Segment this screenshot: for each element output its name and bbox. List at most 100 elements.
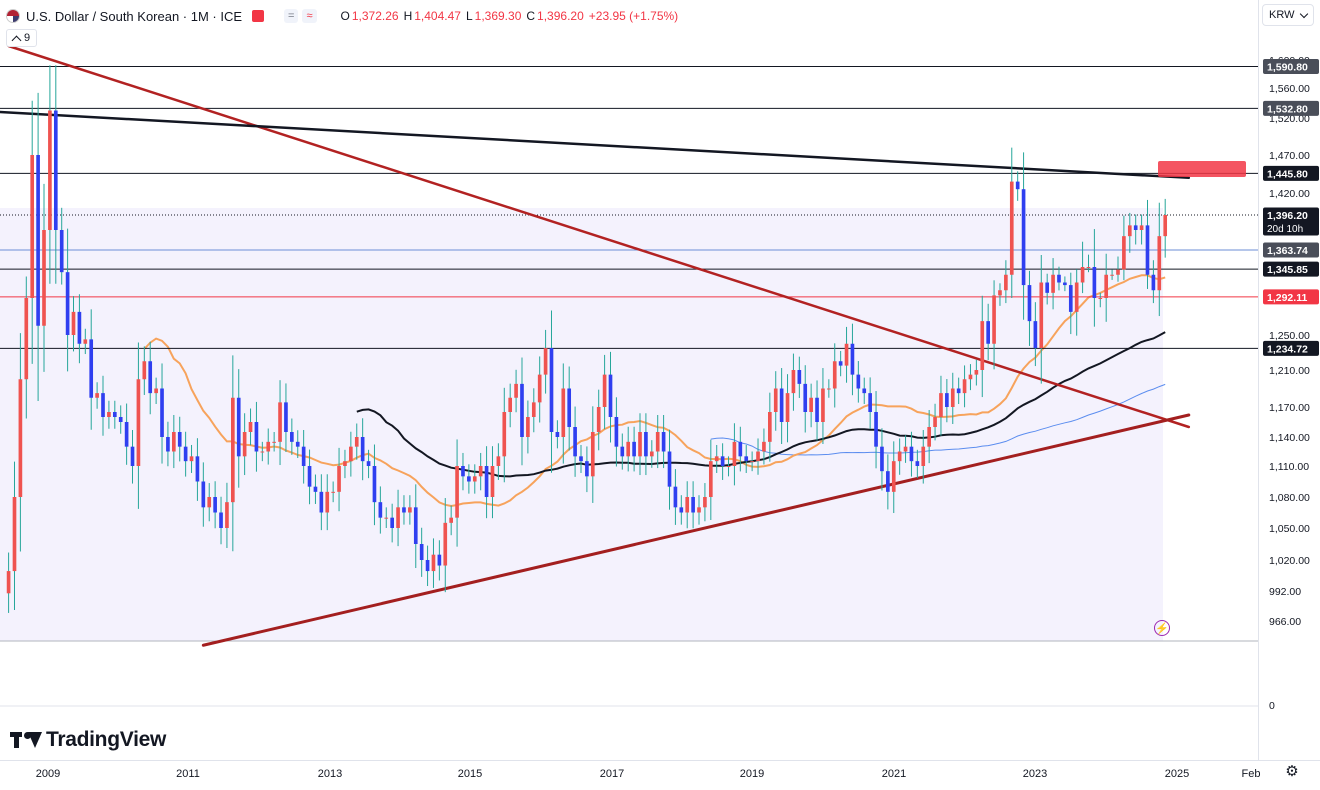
candle-body [549,348,554,432]
candle-body [53,110,58,230]
currency-selector[interactable]: KRW [1262,4,1314,26]
ohlc-readout: O 1,372.26 H 1,404.47 L 1,369.30 C 1,396.20 … [340,9,679,23]
lightning-icon[interactable]: ⚡ [1154,620,1170,636]
level-tag [1263,207,1319,236]
candle-body [236,397,241,457]
candle-body [1139,225,1144,230]
level-tag-label: 1,445.80 [1267,168,1308,180]
y-tick-label: 1,080.00 [1269,492,1310,504]
candle-body [714,456,719,462]
candle-body [242,432,247,457]
candle-body [272,441,276,443]
candle-body [667,451,672,487]
y-tick-label: 0 [1269,700,1275,712]
trendline-ascending-support [201,413,1191,647]
flag-marker-icon[interactable] [252,10,265,22]
candle-body [136,379,141,466]
candle-body [1021,189,1026,286]
candle-body [1151,274,1156,291]
candle-body [945,393,949,407]
candle-body [343,461,347,466]
candle-body [915,461,920,466]
candle-body [378,502,383,518]
candle-body [767,412,772,442]
y-tick-label: 1,050.00 [1269,523,1310,535]
candle-body [142,361,147,380]
price-chart[interactable] [0,0,1258,760]
candle-body [726,466,731,467]
ma-orange-line [143,274,1166,508]
candle-body [886,471,890,492]
candle-body [880,446,884,472]
candle-body [166,437,170,452]
candle-body [1039,282,1044,349]
candle-body [437,554,442,566]
candle-body [472,476,477,482]
candle-body [520,383,524,437]
candle-body [101,393,105,417]
candle-body [207,497,212,508]
candle-body [779,388,784,422]
price-axis[interactable]: 1,600.001,560.001,520.001,470.001,420.00… [1258,0,1320,760]
candle-body [1127,225,1132,237]
candle-body [266,441,271,452]
time-axis[interactable]: 2009 2011 2013 2015 2017 2019 2021 2023 2025 Feb [0,760,1320,784]
tradingview-logo[interactable]: TradingView [10,728,166,752]
y-tick-label: 1,210.00 [1269,365,1310,377]
candle-body [962,379,967,394]
candle-body [301,446,306,466]
y-tick-label: 1,520.00 [1269,113,1310,125]
indicators-toggle[interactable]: 9 [6,29,38,47]
candle-body [1086,267,1091,268]
gear-icon[interactable]: ⚙ [1285,763,1299,780]
candle-body [791,370,796,394]
level-tag-label: 1,590.80 [1267,61,1308,73]
candle-body [24,298,29,380]
candle-body [661,432,666,452]
candle-body [6,571,11,594]
candle-body [360,437,365,462]
level-tag-label: 1,363.74 [1267,245,1308,257]
eq-button[interactable]: = [284,9,299,23]
chart-plot-area[interactable] [0,0,1258,760]
candle-body [1027,285,1032,322]
candle-body [225,502,229,528]
candle-body [596,407,601,432]
compare-button[interactable]: ≈ [302,9,317,23]
candle-body [649,451,654,457]
x-tick-label: 2011 [176,768,200,780]
candle-body [832,361,837,389]
candle-body [313,486,318,492]
x-tick-label: 2013 [318,768,342,780]
candle-body [614,417,619,447]
candle-body [1098,298,1103,299]
candle-body [248,422,253,432]
candle-body [632,441,636,457]
candle-body [478,466,483,477]
symbol-title[interactable]: U.S. Dollar / South Korean · 1M · ICE [26,8,243,24]
candle-body [1145,225,1150,275]
candle-body [431,554,436,572]
candle-body [366,461,371,466]
candle-body [897,451,902,462]
candle-body [496,456,501,466]
candle-body [585,461,589,477]
candle-body [177,432,182,447]
candle-body [502,412,507,457]
candle-body [874,412,878,447]
candle-body [555,432,560,437]
candle-body [443,522,448,566]
candle-body [803,383,808,412]
candle-body [815,397,819,422]
candle-body [171,432,176,452]
y-tick-label: 1,560.00 [1269,83,1310,95]
y-tick-label: 1,170.00 [1269,402,1310,414]
chart-legend: U.S. Dollar / South Korean · 1M · ICE = … [6,6,678,26]
candle-body [838,361,843,366]
level-tag-label: 1,396.20 [1267,210,1308,222]
y-tick-label: 1,140.00 [1269,432,1310,444]
level-tag [1263,100,1319,116]
candle-body [602,374,607,407]
candle-body [1057,274,1061,283]
candle-body [12,497,17,572]
